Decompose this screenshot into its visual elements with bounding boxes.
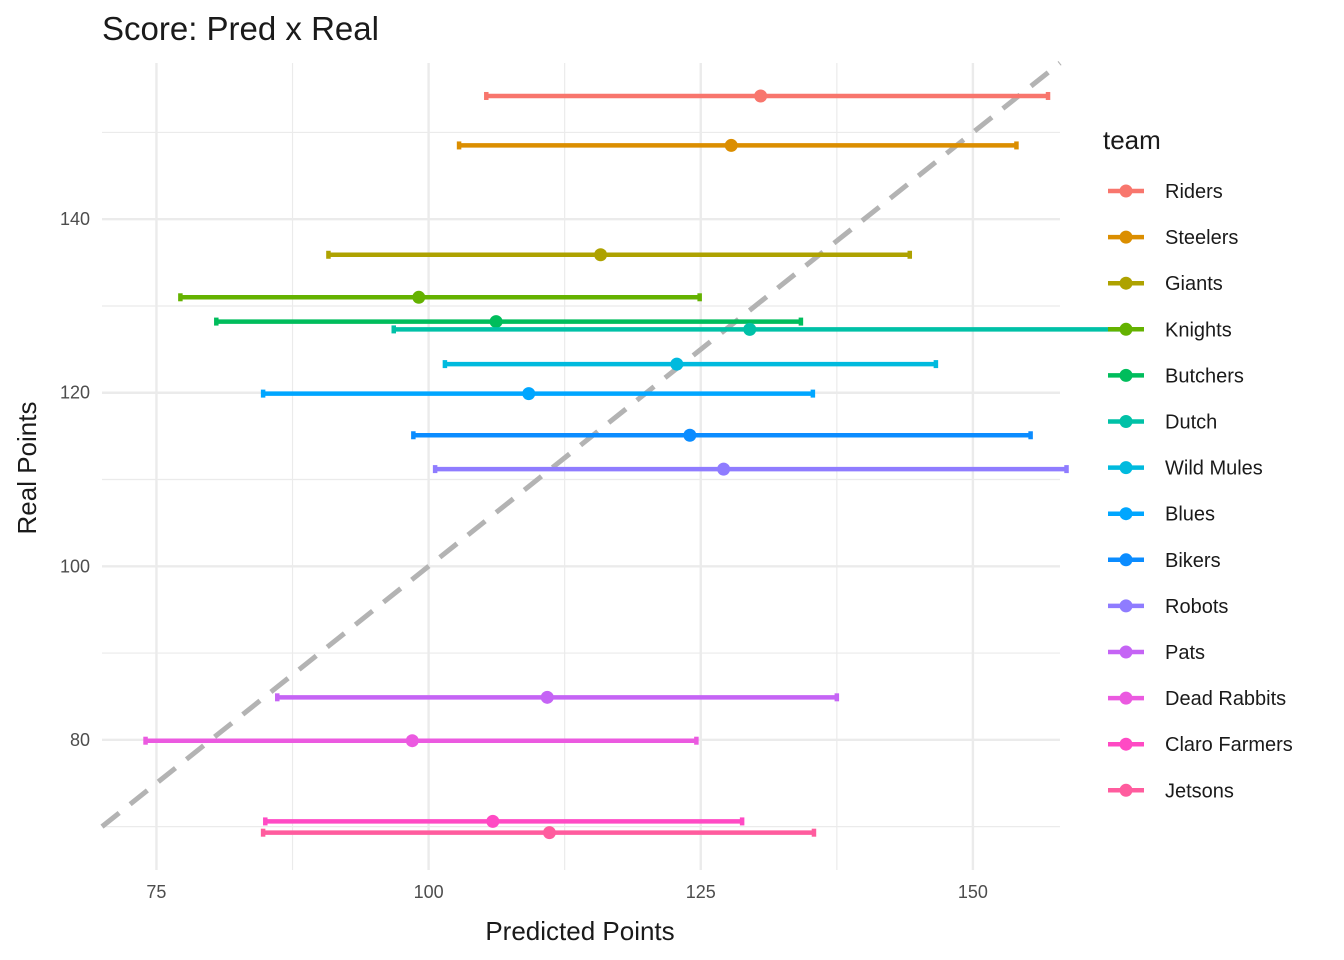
data-point	[754, 89, 768, 103]
legend-item: Riders	[1108, 181, 1223, 203]
y-tick-label: 100	[60, 556, 90, 576]
legend-label: Blues	[1165, 504, 1215, 526]
legend-item: Knights	[1108, 319, 1232, 341]
legend-key-point	[1119, 461, 1133, 475]
series-riders	[484, 89, 1051, 103]
legend-label: Riders	[1165, 181, 1223, 203]
data-point	[412, 290, 426, 304]
series-dutch	[391, 322, 1130, 336]
x-tick-label: 75	[146, 882, 166, 902]
data-point	[489, 315, 503, 329]
data-point	[594, 248, 608, 262]
tick-labels: 75 100 125 150 80 100 120 140	[60, 209, 988, 902]
legend-label: Robots	[1165, 596, 1228, 618]
legend-key-point	[1119, 507, 1133, 521]
legend-label: Dead Rabbits	[1165, 688, 1286, 710]
x-tick-label: 125	[686, 882, 716, 902]
legend-key-point	[1119, 276, 1133, 290]
data-point	[522, 387, 536, 401]
legend-label: Wild Mules	[1165, 458, 1263, 480]
legend-item: Dutch	[1108, 412, 1217, 434]
legend-key-point	[1119, 415, 1133, 428]
legend-key-point	[1119, 322, 1133, 336]
series-bikers	[411, 428, 1033, 442]
y-tick-label: 80	[70, 730, 90, 750]
legend-key-point	[1119, 645, 1133, 659]
legend-label: Jetsons	[1165, 780, 1234, 802]
reference-line-layer	[100, 61, 1062, 829]
legend-key-point	[1119, 783, 1133, 797]
series-claro-farmers	[263, 814, 745, 828]
x-tick-label: 100	[414, 882, 444, 902]
legend-item: Pats	[1108, 642, 1205, 664]
series-blues	[260, 387, 816, 401]
legend-item: Robots	[1108, 596, 1228, 618]
legend-key-point	[1119, 599, 1133, 613]
data-point	[542, 826, 556, 840]
legend-title: team	[1103, 125, 1161, 155]
legend-item: Bikers	[1108, 550, 1221, 572]
legend-item: Jetsons	[1108, 780, 1234, 802]
legend: Riders Steelers Giants Knights Butchers Dutch…	[1108, 181, 1293, 802]
legend-label: Bikers	[1165, 550, 1221, 572]
data-point	[724, 138, 738, 152]
series-jetsons	[260, 826, 817, 840]
series-wild-mules	[442, 357, 939, 371]
series-steelers	[456, 138, 1019, 152]
series-pats	[275, 690, 840, 704]
legend-key-point	[1119, 368, 1133, 382]
series-robots	[432, 462, 1069, 476]
series-dead-rabbits	[143, 734, 699, 748]
marks	[143, 89, 1130, 840]
data-point	[540, 690, 554, 704]
reference-line	[100, 61, 1062, 829]
legend-item: Blues	[1108, 504, 1215, 526]
series-butchers	[214, 315, 804, 329]
data-point	[743, 322, 757, 336]
legend-key-point	[1119, 691, 1133, 705]
data-point	[683, 428, 697, 442]
x-axis-title: Predicted Points	[485, 916, 674, 946]
grid	[102, 63, 1060, 870]
legend-key-point	[1119, 230, 1133, 244]
y-tick-label: 140	[60, 209, 90, 229]
legend-item: Giants	[1108, 273, 1223, 295]
legend-label: Knights	[1165, 319, 1232, 341]
series-knights	[178, 290, 702, 304]
series-giants	[326, 248, 913, 262]
legend-label: Claro Farmers	[1165, 734, 1293, 756]
data-point	[717, 462, 731, 476]
legend-label: Dutch	[1165, 412, 1217, 434]
data-point	[405, 734, 419, 748]
legend-label: Steelers	[1165, 227, 1238, 249]
data-point	[670, 357, 684, 371]
legend-item: Wild Mules	[1108, 458, 1263, 480]
legend-label: Giants	[1165, 273, 1223, 295]
y-axis-title: Real Points	[12, 402, 42, 535]
y-tick-label: 120	[60, 383, 90, 403]
legend-item: Butchers	[1108, 365, 1244, 387]
legend-item: Dead Rabbits	[1108, 688, 1286, 710]
legend-label: Butchers	[1165, 365, 1244, 387]
legend-key-point	[1119, 553, 1133, 567]
data-point	[486, 814, 500, 828]
legend-key-point	[1119, 184, 1133, 198]
legend-item: Steelers	[1108, 227, 1238, 249]
chart-title: Score: Pred x Real	[102, 10, 379, 47]
x-tick-label: 150	[958, 882, 988, 902]
legend-label: Pats	[1165, 642, 1205, 664]
legend-key-point	[1119, 737, 1133, 751]
legend-item: Claro Farmers	[1108, 734, 1293, 756]
